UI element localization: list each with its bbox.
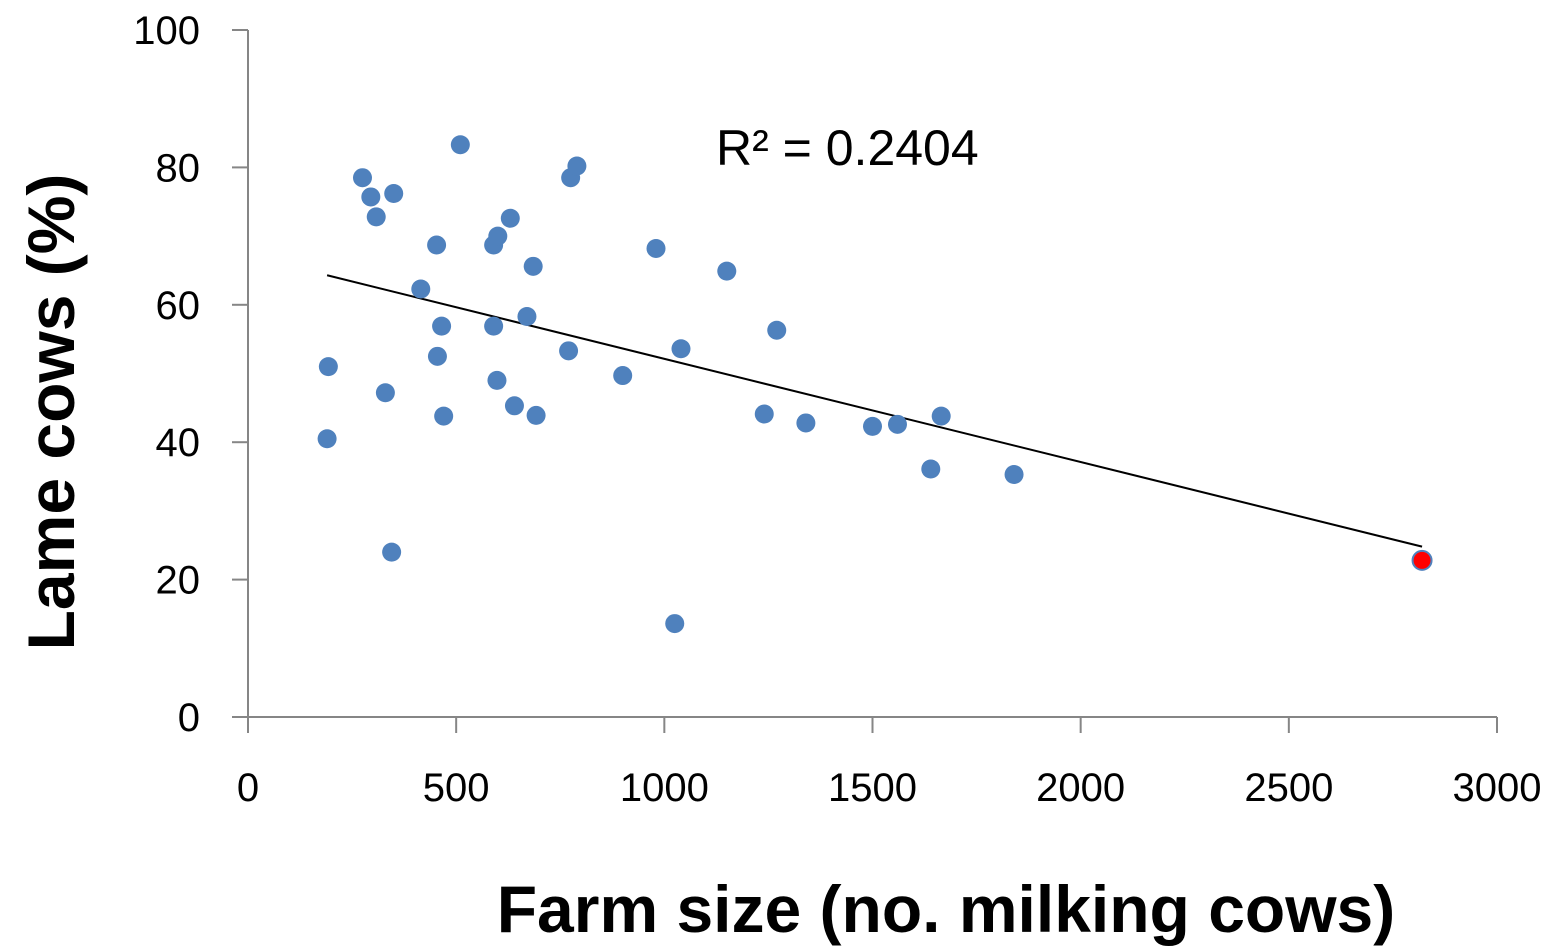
data-point bbox=[559, 341, 579, 361]
data-point bbox=[434, 406, 454, 426]
x-tick-label: 2500 bbox=[1244, 766, 1333, 810]
x-tick-label: 0 bbox=[237, 766, 259, 810]
data-point bbox=[887, 414, 907, 434]
x-tick-label: 1000 bbox=[620, 766, 709, 810]
y-tick-label: 100 bbox=[133, 9, 200, 53]
x-tick-label: 1500 bbox=[828, 766, 917, 810]
x-tick-label: 3000 bbox=[1453, 766, 1542, 810]
data-point bbox=[500, 208, 520, 228]
data-point bbox=[796, 413, 816, 433]
y-axis-ticks: 0 20 40 60 80 100 bbox=[133, 9, 248, 740]
data-point bbox=[375, 383, 395, 403]
data-point bbox=[318, 357, 338, 377]
y-tick-label: 0 bbox=[178, 696, 200, 740]
trendline bbox=[326, 274, 1423, 548]
y-axis-title: Lame cows (%) bbox=[14, 174, 88, 651]
data-point bbox=[671, 339, 691, 359]
data-point bbox=[432, 316, 452, 336]
data-point bbox=[613, 366, 633, 386]
y-tick-label: 20 bbox=[156, 559, 201, 603]
data-point bbox=[504, 396, 524, 416]
data-point bbox=[317, 429, 337, 449]
x-axis-ticks: 0 500 1000 1500 2000 2500 3000 bbox=[237, 717, 1542, 810]
data-point bbox=[488, 226, 508, 246]
data-point bbox=[427, 346, 447, 366]
y-tick-label: 60 bbox=[156, 284, 201, 328]
data-point bbox=[427, 235, 447, 255]
data-point bbox=[567, 156, 587, 176]
x-axis-title: Farm size (no. milking cows) bbox=[497, 872, 1396, 946]
y-tick-label: 40 bbox=[156, 421, 201, 465]
data-point bbox=[366, 207, 386, 227]
data-point bbox=[665, 614, 685, 634]
data-point bbox=[717, 261, 737, 281]
y-tick-label: 80 bbox=[156, 146, 201, 190]
highlighted-data-point bbox=[1411, 549, 1433, 571]
data-point bbox=[921, 459, 941, 479]
data-point bbox=[931, 406, 951, 426]
data-point bbox=[484, 316, 504, 336]
x-axis: 0 500 1000 1500 2000 2500 3000 bbox=[237, 716, 1542, 810]
data-point bbox=[352, 168, 372, 188]
x-tick-label: 500 bbox=[423, 766, 490, 810]
data-point bbox=[526, 405, 546, 425]
data-point bbox=[767, 320, 787, 340]
x-tick-label: 2000 bbox=[1036, 766, 1125, 810]
data-point bbox=[361, 187, 381, 207]
data-point bbox=[382, 542, 402, 562]
data-point bbox=[450, 135, 470, 155]
data-point bbox=[523, 256, 543, 276]
data-point bbox=[863, 416, 882, 436]
data-point bbox=[487, 370, 507, 390]
data-points bbox=[317, 135, 1433, 634]
data-point bbox=[754, 404, 774, 424]
r-squared-annotation: R² = 0.2404 bbox=[716, 120, 979, 176]
data-point bbox=[1004, 464, 1024, 484]
y-axis: 0 20 40 60 80 100 bbox=[133, 9, 249, 740]
data-point bbox=[411, 279, 431, 299]
data-point bbox=[517, 306, 537, 326]
data-point bbox=[384, 184, 404, 204]
data-point bbox=[646, 238, 666, 258]
